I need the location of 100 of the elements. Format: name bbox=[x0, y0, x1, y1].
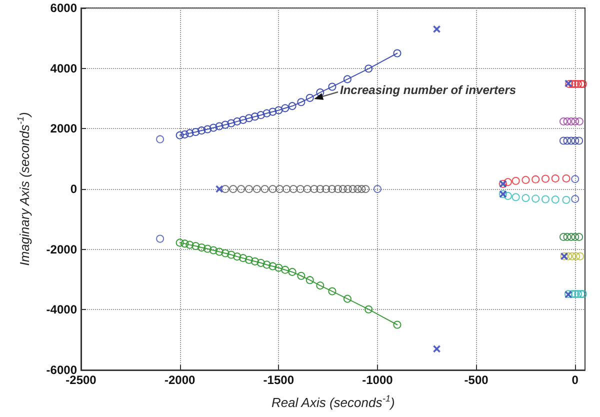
point bbox=[303, 185, 312, 193]
point bbox=[250, 257, 259, 266]
point bbox=[522, 176, 530, 184]
point bbox=[180, 130, 189, 138]
point bbox=[268, 108, 277, 116]
point bbox=[373, 185, 382, 193]
point bbox=[572, 252, 580, 260]
point bbox=[393, 320, 402, 329]
point bbox=[559, 136, 568, 145]
point bbox=[316, 282, 324, 290]
point bbox=[364, 64, 373, 73]
point bbox=[310, 185, 318, 193]
point bbox=[281, 104, 290, 112]
point bbox=[571, 232, 580, 241]
point bbox=[276, 185, 284, 193]
point bbox=[358, 185, 366, 193]
y-axis-title: Imaginary Axis (seconds-1) bbox=[16, 112, 32, 266]
point bbox=[343, 294, 352, 303]
point bbox=[364, 305, 373, 314]
point bbox=[245, 256, 253, 264]
point bbox=[562, 196, 570, 204]
point bbox=[198, 126, 206, 134]
point bbox=[362, 185, 370, 193]
point bbox=[215, 122, 224, 130]
point bbox=[563, 136, 572, 145]
point bbox=[433, 345, 440, 352]
point bbox=[568, 80, 576, 88]
point bbox=[192, 242, 200, 250]
point bbox=[574, 290, 582, 298]
y-tick-label: 0 bbox=[70, 182, 78, 196]
point bbox=[227, 119, 236, 128]
y-tick-label: 2000 bbox=[50, 122, 78, 136]
point bbox=[344, 185, 352, 193]
point bbox=[156, 135, 164, 144]
point bbox=[551, 196, 560, 204]
x-tick-label: 0 bbox=[572, 373, 579, 387]
point bbox=[348, 185, 357, 193]
point bbox=[571, 175, 580, 184]
point bbox=[571, 117, 580, 126]
point bbox=[176, 131, 184, 140]
point bbox=[571, 136, 580, 145]
point bbox=[576, 252, 584, 260]
y-tick-label: 6000 bbox=[50, 1, 78, 15]
point bbox=[233, 117, 242, 126]
point bbox=[229, 185, 238, 193]
x-tick-label: -2000 bbox=[164, 373, 196, 387]
point bbox=[575, 136, 584, 145]
point bbox=[288, 102, 296, 110]
point bbox=[288, 268, 296, 276]
point bbox=[221, 185, 230, 193]
point bbox=[568, 252, 576, 260]
point bbox=[567, 136, 576, 145]
point bbox=[237, 185, 246, 193]
point bbox=[433, 26, 440, 33]
point bbox=[256, 258, 265, 267]
point bbox=[180, 240, 189, 248]
point bbox=[504, 178, 512, 186]
point bbox=[541, 195, 550, 204]
point bbox=[204, 125, 212, 134]
point bbox=[186, 240, 194, 249]
point bbox=[296, 185, 304, 193]
point bbox=[559, 117, 568, 126]
point bbox=[551, 174, 560, 182]
y-tick-label: -2000 bbox=[46, 242, 78, 256]
point bbox=[252, 185, 261, 193]
point bbox=[221, 249, 230, 258]
point bbox=[322, 185, 330, 193]
point bbox=[221, 120, 230, 129]
x-tick-label: -1000 bbox=[362, 373, 394, 387]
point bbox=[260, 185, 269, 193]
point bbox=[274, 106, 283, 114]
point bbox=[192, 128, 200, 136]
point bbox=[209, 246, 218, 254]
point bbox=[268, 262, 277, 270]
point bbox=[156, 234, 164, 243]
point bbox=[328, 82, 336, 91]
point bbox=[567, 232, 576, 241]
point bbox=[343, 75, 352, 84]
point bbox=[297, 272, 306, 280]
point bbox=[328, 287, 336, 296]
point bbox=[559, 232, 568, 241]
point bbox=[568, 290, 576, 298]
point bbox=[245, 185, 253, 193]
point bbox=[233, 252, 242, 261]
point bbox=[239, 254, 248, 262]
point bbox=[338, 185, 347, 193]
point bbox=[577, 290, 586, 298]
point bbox=[297, 98, 306, 106]
point bbox=[281, 266, 290, 274]
y-tick-label: 4000 bbox=[50, 61, 78, 76]
point bbox=[575, 117, 584, 126]
point bbox=[563, 117, 572, 126]
point bbox=[522, 194, 530, 202]
point bbox=[512, 176, 520, 185]
point bbox=[209, 124, 218, 132]
point bbox=[541, 174, 550, 183]
point bbox=[571, 290, 580, 298]
point bbox=[577, 80, 586, 88]
point bbox=[504, 192, 512, 200]
point bbox=[306, 276, 314, 284]
